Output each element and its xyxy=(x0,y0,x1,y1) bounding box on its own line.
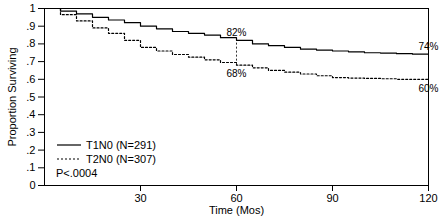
svg-text:1: 1 xyxy=(29,2,35,14)
svg-text:30: 30 xyxy=(134,192,146,204)
svg-text:60%: 60% xyxy=(418,82,439,94)
svg-text:120: 120 xyxy=(419,192,437,204)
svg-text:90: 90 xyxy=(326,192,338,204)
svg-text:.2: .2 xyxy=(26,144,35,156)
html-text:T2N0 (N=307): T2N0 (N=307) xyxy=(86,153,156,165)
svg-text:Proportion Surviving: Proportion Surviving xyxy=(6,47,18,146)
html-text:P<.0004: P<.0004 xyxy=(56,167,98,179)
svg-text:.7: .7 xyxy=(26,55,35,67)
svg-text:Time (Mos): Time (Mos) xyxy=(209,204,264,216)
svg-text:.3: .3 xyxy=(26,126,35,138)
svg-text:.8: .8 xyxy=(26,37,35,49)
svg-text:60: 60 xyxy=(230,192,242,204)
svg-text:.5: .5 xyxy=(26,91,35,103)
svg-text:.1: .1 xyxy=(26,161,35,173)
svg-text:.4: .4 xyxy=(26,108,35,120)
svg-text:82%: 82% xyxy=(226,27,246,38)
svg-text:.9: .9 xyxy=(26,20,35,32)
svg-text:68%: 68% xyxy=(226,68,246,79)
svg-text:0: 0 xyxy=(29,179,35,191)
svg-text:74%: 74% xyxy=(418,40,439,52)
html-text:T1N0 (N=291): T1N0 (N=291) xyxy=(86,139,156,151)
svg-text:.6: .6 xyxy=(26,73,35,85)
